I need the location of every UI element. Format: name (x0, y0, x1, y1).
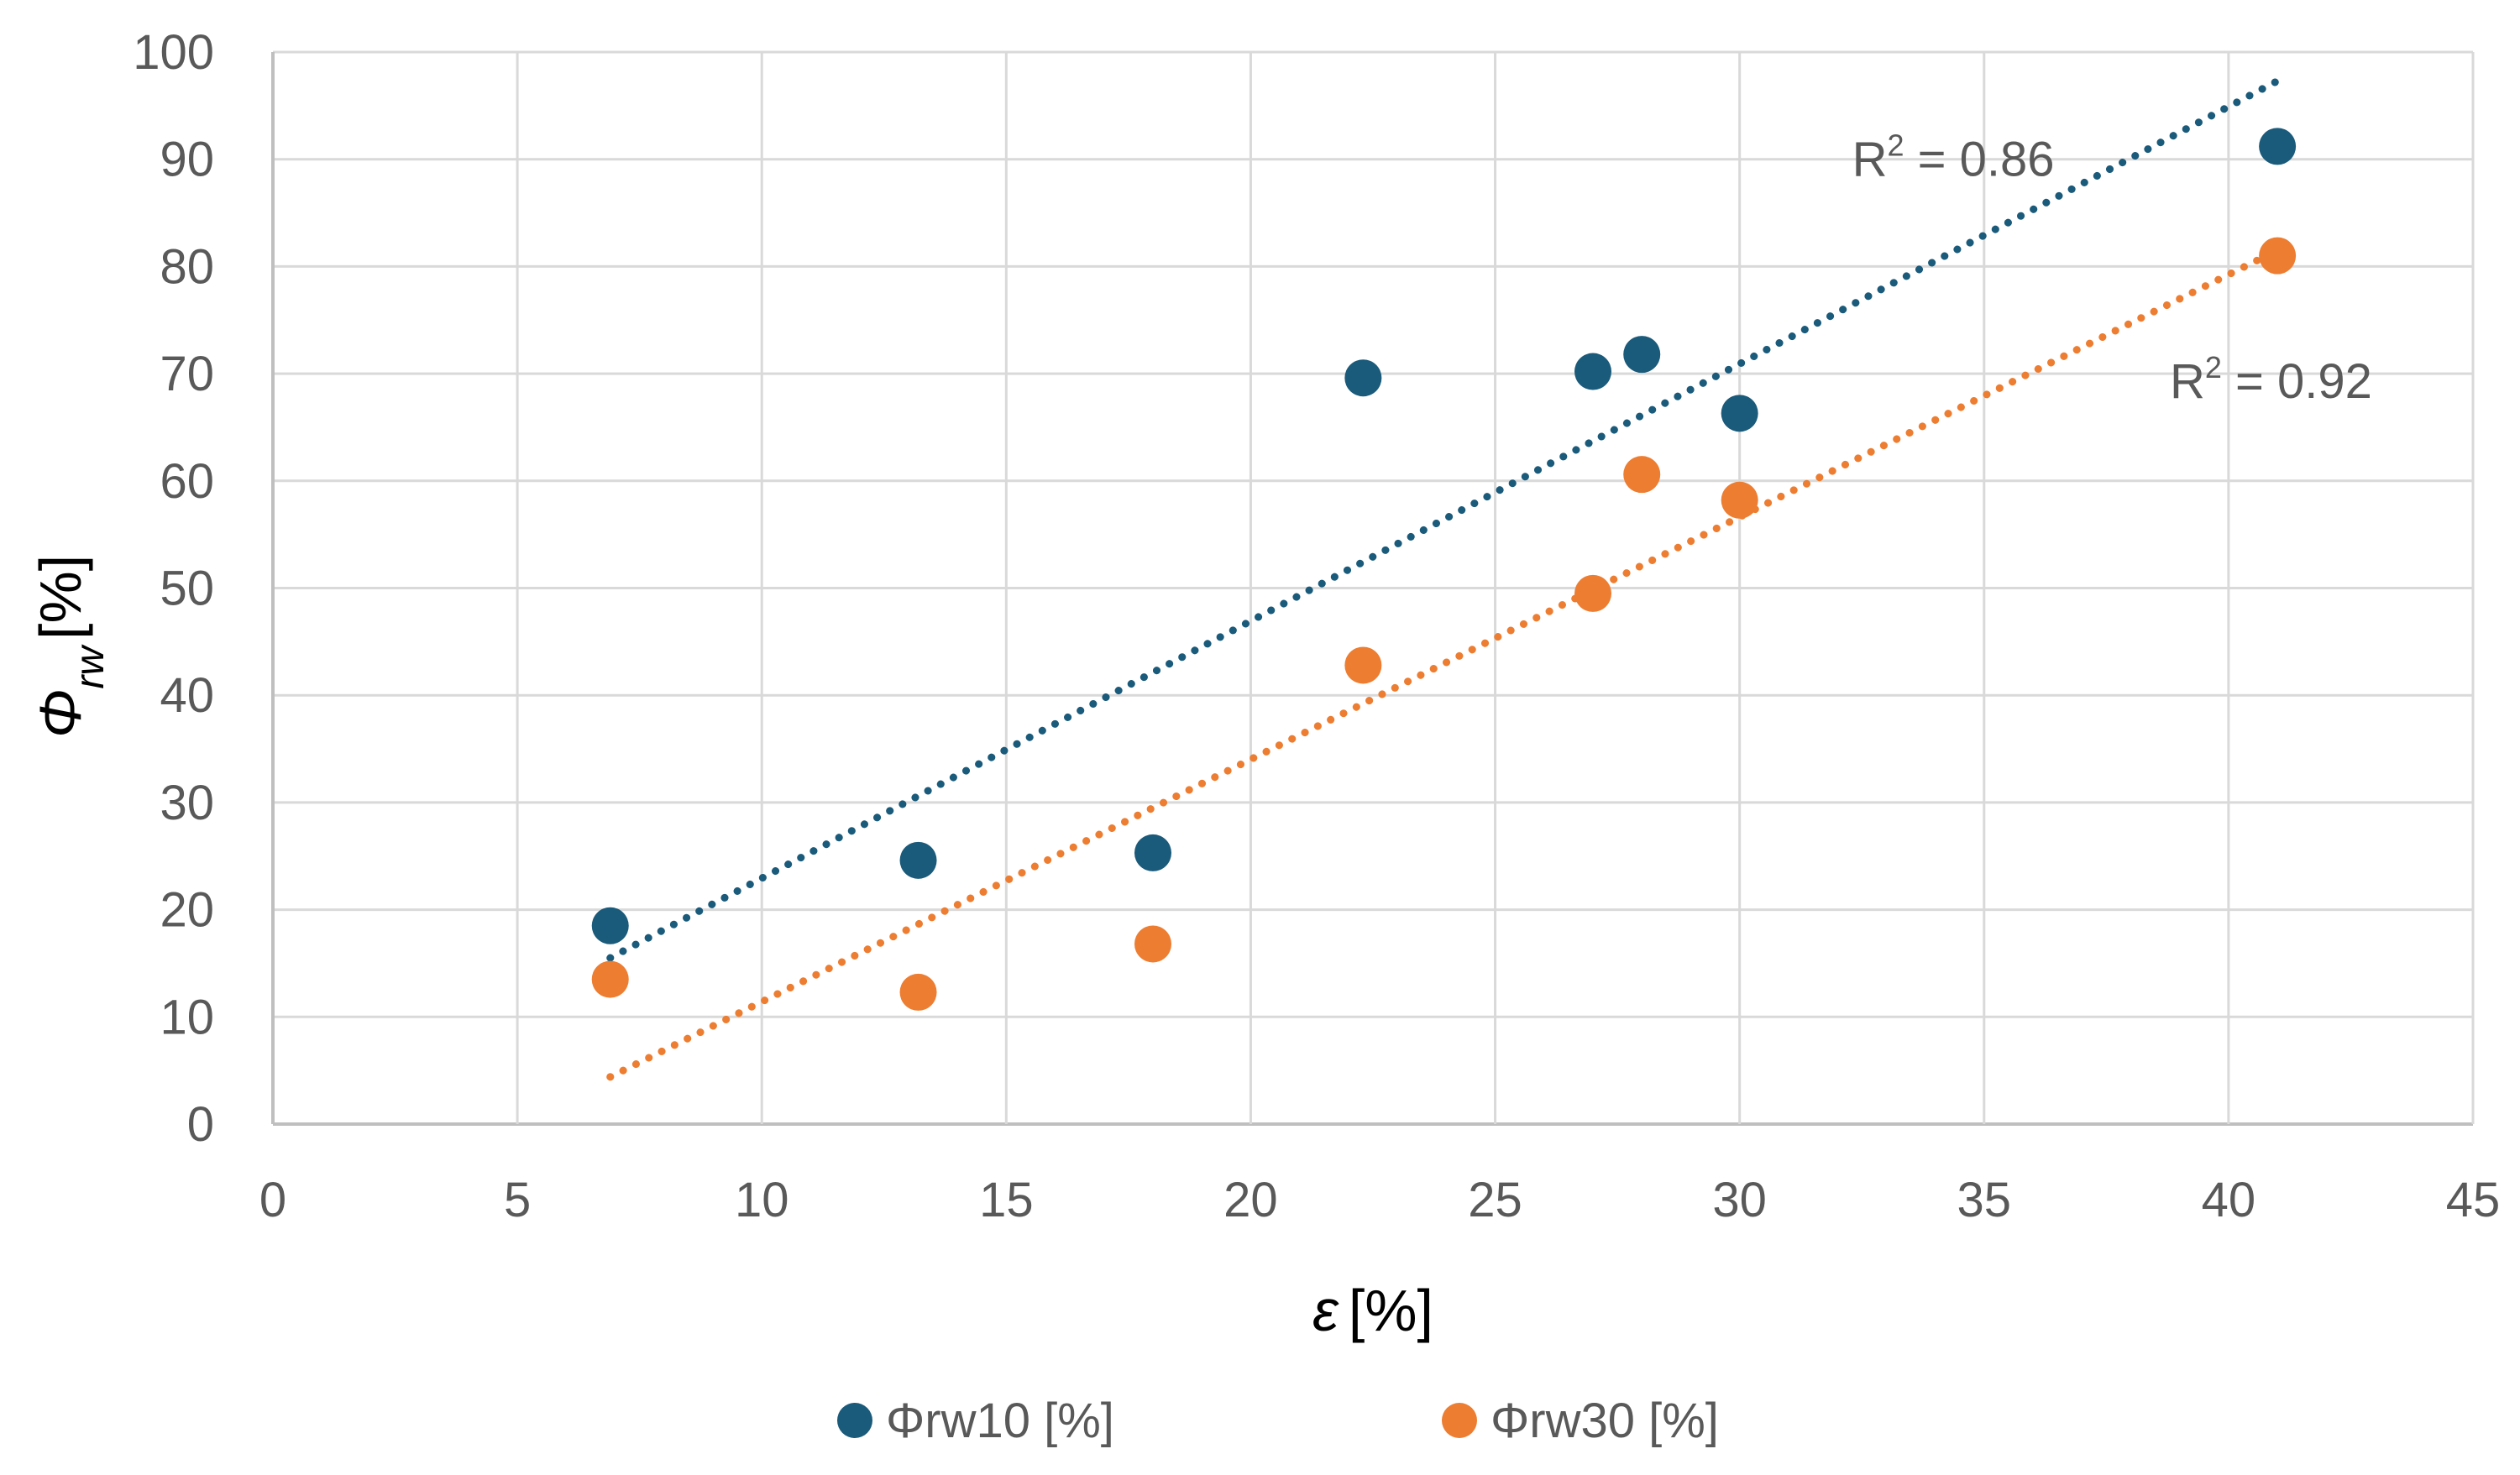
y-tick-label: 90 (160, 133, 214, 187)
x-tick-label: 25 (1468, 1173, 1522, 1227)
x-tick-label: 35 (1957, 1173, 2012, 1227)
y-axis-title: Φrw[%] (28, 555, 113, 738)
x-tick-label: 30 (1712, 1173, 1767, 1227)
legend: Φrw10 [%] Φrw30 [%] (837, 1394, 1719, 1448)
x-axis-unit: [%] (1349, 1278, 1433, 1343)
y-tick-label: 60 (160, 454, 214, 509)
data-point-series-1 (591, 907, 629, 944)
y-tick-label: 40 (160, 668, 214, 723)
r-squared-value: = 0.86 (1904, 133, 2054, 187)
r-squared-label-series-1: R2 = 0.86 (1852, 128, 2055, 187)
data-point-series-1 (1574, 353, 1611, 390)
data-point-series-2 (1574, 574, 1611, 612)
y-tick-label: 50 (160, 562, 214, 616)
legend-item-series-1[interactable]: Φrw10 [%] (837, 1394, 1114, 1448)
data-point-series-1 (1134, 834, 1171, 871)
y-axis-subscript: rw (68, 644, 113, 689)
data-point-series-2 (2259, 237, 2297, 275)
x-tick-label: 5 (504, 1173, 531, 1227)
x-tick-label: 45 (2446, 1173, 2501, 1227)
r-squared-exponent: 2 (1887, 128, 1904, 163)
x-tick-label: 40 (2202, 1173, 2256, 1227)
data-point-series-2 (899, 973, 937, 1011)
x-tick-label: 0 (259, 1173, 286, 1227)
data-point-series-1 (2259, 128, 2297, 165)
r-squared-symbol: R (2170, 354, 2205, 409)
legend-item-series-2[interactable]: Φrw30 [%] (1442, 1394, 1719, 1448)
r-squared-value: = 0.92 (2222, 354, 2372, 409)
r-squared-symbol: R (1852, 133, 1888, 187)
x-axis-title: ε [%] (1312, 1278, 1433, 1343)
x-axis-symbol: ε (1312, 1278, 1339, 1343)
data-point-series-1 (899, 841, 937, 879)
x-tick-label: 20 (1223, 1173, 1278, 1227)
data-point-layer (591, 128, 2297, 1011)
data-point-series-1 (1623, 336, 1661, 374)
y-tick-label: 80 (160, 239, 214, 294)
x-tick-label: 10 (735, 1173, 789, 1227)
y-tick-label: 10 (160, 990, 214, 1044)
legend-marker-series-2 (1442, 1403, 1477, 1438)
tick-label-layer: 0 10 20 30 40 50 60 70 80 90 100 0 5 10 15 20 25 30 35 40 45 (133, 25, 2500, 1227)
r-squared-label-series-2: R2 = 0.92 (2170, 350, 2372, 409)
r-squared-exponent: 2 (2205, 350, 2222, 384)
y-axis-unit: [%] (28, 555, 93, 640)
data-point-series-2 (1623, 456, 1661, 494)
data-point-series-2 (591, 960, 629, 998)
data-point-series-1 (1344, 359, 1382, 397)
y-tick-label: 100 (133, 25, 214, 80)
y-axis-symbol: Φ (28, 689, 93, 739)
x-tick-label: 15 (979, 1173, 1034, 1227)
data-point-series-2 (1134, 925, 1171, 963)
grid-layer (271, 50, 2475, 1126)
trendline-series-2 (606, 246, 2282, 1081)
trendline-layer (606, 76, 2282, 1081)
data-point-series-1 (1721, 395, 1758, 432)
y-tick-label: 30 (160, 776, 214, 830)
legend-marker-series-1 (837, 1403, 872, 1438)
y-tick-label: 70 (160, 347, 214, 401)
legend-label-series-1: Φrw10 [%] (886, 1394, 1114, 1448)
trendline-series-1 (606, 76, 2282, 962)
y-tick-label: 0 (187, 1097, 214, 1152)
data-point-series-2 (1721, 481, 1758, 519)
data-point-series-2 (1344, 646, 1382, 684)
y-tick-label: 20 (160, 883, 214, 938)
legend-label-series-2: Φrw30 [%] (1491, 1394, 1719, 1448)
